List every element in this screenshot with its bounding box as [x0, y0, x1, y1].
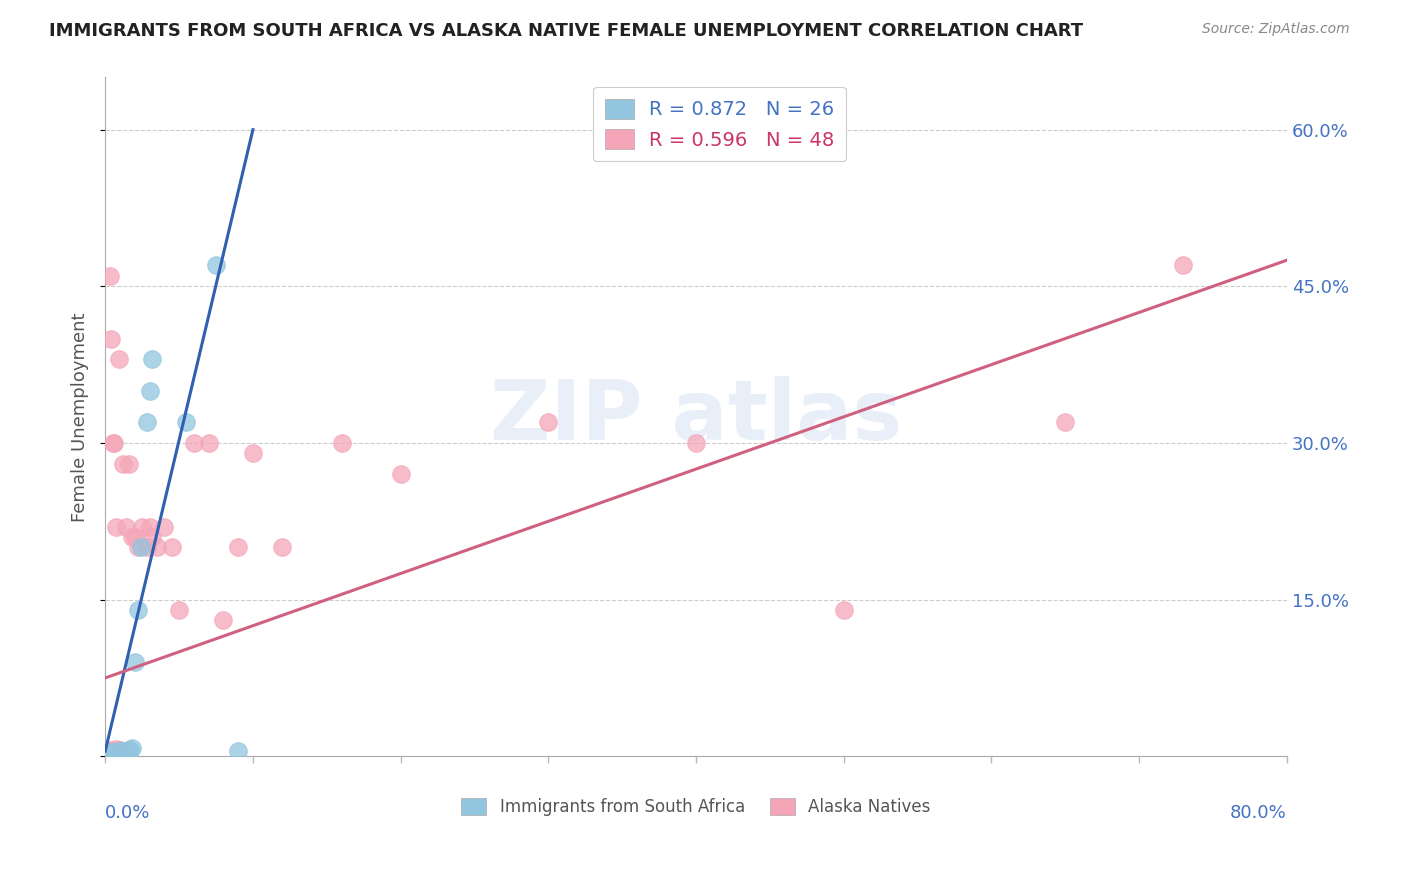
Point	[103, 744, 125, 758]
Point	[115, 519, 138, 533]
Point	[101, 436, 124, 450]
Point	[103, 746, 125, 760]
Y-axis label: Female Unemployment: Female Unemployment	[72, 312, 89, 522]
Point	[111, 457, 134, 471]
Point	[97, 746, 120, 760]
Point	[107, 352, 129, 367]
Point	[107, 744, 129, 758]
Point	[330, 436, 353, 450]
Point	[108, 743, 131, 757]
Point	[129, 541, 152, 555]
Point	[135, 541, 157, 555]
Point	[138, 519, 160, 533]
Point	[115, 744, 138, 758]
Point	[141, 352, 163, 367]
Point	[685, 436, 707, 450]
Point	[135, 415, 157, 429]
Legend: Immigrants from South Africa, Alaska Natives: Immigrants from South Africa, Alaska Nat…	[454, 791, 938, 822]
Point	[110, 745, 132, 759]
Text: Source: ZipAtlas.com: Source: ZipAtlas.com	[1202, 22, 1350, 37]
Point	[141, 530, 163, 544]
Point	[226, 541, 249, 555]
Point	[226, 744, 249, 758]
Point	[110, 744, 132, 758]
Point	[96, 744, 118, 758]
Point	[118, 457, 141, 471]
Point	[1054, 415, 1077, 429]
Point	[111, 744, 134, 758]
Point	[121, 530, 143, 544]
Point	[105, 745, 128, 759]
Point	[104, 742, 127, 756]
Point	[127, 603, 149, 617]
Point	[124, 530, 146, 544]
Point	[212, 614, 235, 628]
Point	[100, 332, 122, 346]
Point	[832, 603, 855, 617]
Point	[127, 541, 149, 555]
Point	[271, 541, 294, 555]
Point	[101, 746, 124, 760]
Point	[118, 743, 141, 757]
Point	[104, 519, 127, 533]
Point	[138, 384, 160, 398]
Text: 80.0%: 80.0%	[1230, 804, 1286, 822]
Point	[103, 436, 125, 450]
Point	[1173, 259, 1195, 273]
Point	[100, 745, 122, 759]
Point	[98, 744, 121, 758]
Point	[101, 744, 124, 758]
Point	[389, 467, 412, 482]
Point	[197, 436, 219, 450]
Point	[121, 740, 143, 755]
Point	[120, 743, 142, 757]
Point	[146, 541, 169, 555]
Point	[97, 744, 120, 758]
Point	[242, 446, 264, 460]
Point	[112, 744, 135, 758]
Point	[98, 268, 121, 283]
Point	[112, 744, 135, 758]
Point	[107, 743, 129, 757]
Point	[104, 745, 127, 759]
Point	[117, 744, 139, 758]
Point	[176, 415, 198, 429]
Point	[537, 415, 560, 429]
Text: 0.0%: 0.0%	[105, 804, 150, 822]
Text: IMMIGRANTS FROM SOUTH AFRICA VS ALASKA NATIVE FEMALE UNEMPLOYMENT CORRELATION CH: IMMIGRANTS FROM SOUTH AFRICA VS ALASKA N…	[49, 22, 1084, 40]
Point	[183, 436, 205, 450]
Point	[100, 743, 122, 757]
Point	[131, 519, 153, 533]
Point	[124, 655, 146, 669]
Point	[105, 744, 128, 758]
Point	[160, 541, 183, 555]
Point	[205, 259, 228, 273]
Point	[117, 744, 139, 758]
Text: ZIP atlas: ZIP atlas	[489, 376, 903, 458]
Point	[111, 744, 134, 758]
Point	[96, 746, 118, 760]
Point	[153, 519, 176, 533]
Point	[98, 745, 121, 759]
Point	[167, 603, 190, 617]
Point	[108, 744, 131, 758]
